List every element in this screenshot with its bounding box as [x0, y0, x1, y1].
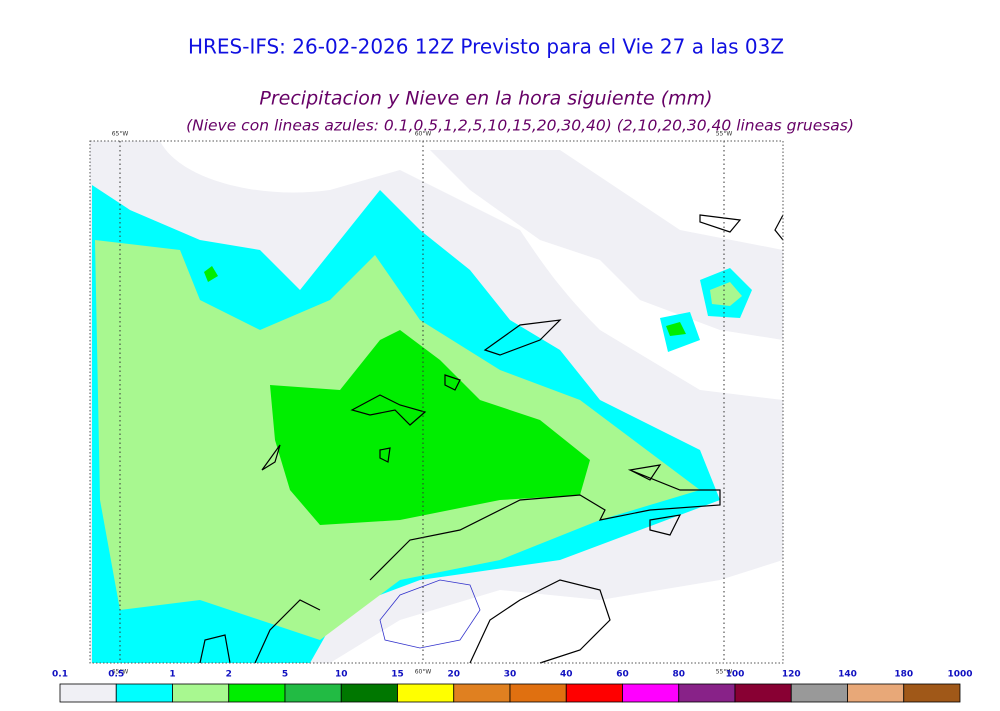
colorbar-label: 10 — [335, 670, 348, 680]
meridian-label: 55°W — [716, 131, 733, 138]
colorbar-box — [340, 683, 398, 703]
colorbar-label: 1000 — [947, 670, 972, 680]
colorbar-box — [284, 683, 342, 703]
colorbar-label: 40 — [560, 670, 573, 680]
colorbar-label: 100 — [726, 670, 745, 680]
snow-line — [379, 579, 481, 649]
precip-0.1 — [430, 150, 783, 340]
map-frame — [89, 140, 784, 664]
colorbar-box — [847, 683, 905, 703]
colorbar-box — [622, 683, 680, 703]
colorbar-label: 2 — [226, 670, 232, 680]
colorbar-label: 60 — [616, 670, 629, 680]
meridian-label: 55°W — [716, 669, 733, 676]
colorbar-box — [59, 683, 117, 703]
precip-1 — [710, 282, 742, 306]
meridian-label: 60°W — [415, 669, 432, 676]
meridian-label: 60°W — [415, 131, 432, 138]
colorbar-label: 180 — [894, 670, 913, 680]
colorbar-label: 0.1 — [52, 670, 68, 680]
colorbar-box — [115, 683, 173, 703]
meridians — [119, 141, 725, 663]
colorbar-label: 5 — [282, 670, 288, 680]
colorbar-label: 0.5 — [108, 670, 124, 680]
colorbar-label: 20 — [447, 670, 460, 680]
meridian-label: 65°W — [112, 131, 129, 138]
colorbar-label: 1 — [169, 670, 175, 680]
colorbar-box — [678, 683, 736, 703]
colorbar-box — [453, 683, 511, 703]
title: HRES-IFS: 26-02-2026 12Z Previsto para e… — [188, 35, 784, 59]
colorbar-box — [509, 683, 567, 703]
subtitle: Precipitacion y Nieve en la hora siguien… — [259, 88, 712, 110]
colorbar-label: 120 — [782, 670, 801, 680]
colorbar-box — [228, 683, 286, 703]
precip-2 — [204, 266, 686, 525]
colorbar-label: 80 — [672, 670, 685, 680]
coastline — [199, 214, 784, 664]
meridian-label: 65°W — [112, 669, 129, 676]
colorbar-box — [565, 683, 623, 703]
colorbar-box — [903, 683, 961, 703]
map: 65°W 60°W 55°W 65°W 60°W 55°W — [89, 131, 784, 676]
note: (Nieve con lineas azules: 0.1,0.5,1,2,5,… — [186, 117, 854, 135]
colorbar-label: 140 — [838, 670, 857, 680]
colorbar-label: 15 — [391, 670, 404, 680]
colorbar-box — [734, 683, 792, 703]
colorbar-label: 30 — [504, 670, 517, 680]
colorbar-box — [790, 683, 848, 703]
colorbar: 0.1 0.5 1 2 5 10 15 20 30 40 60 80 100 120 140 180 1000 — [52, 670, 973, 703]
colorbar-box — [172, 683, 230, 703]
colorbar-box — [397, 683, 455, 703]
